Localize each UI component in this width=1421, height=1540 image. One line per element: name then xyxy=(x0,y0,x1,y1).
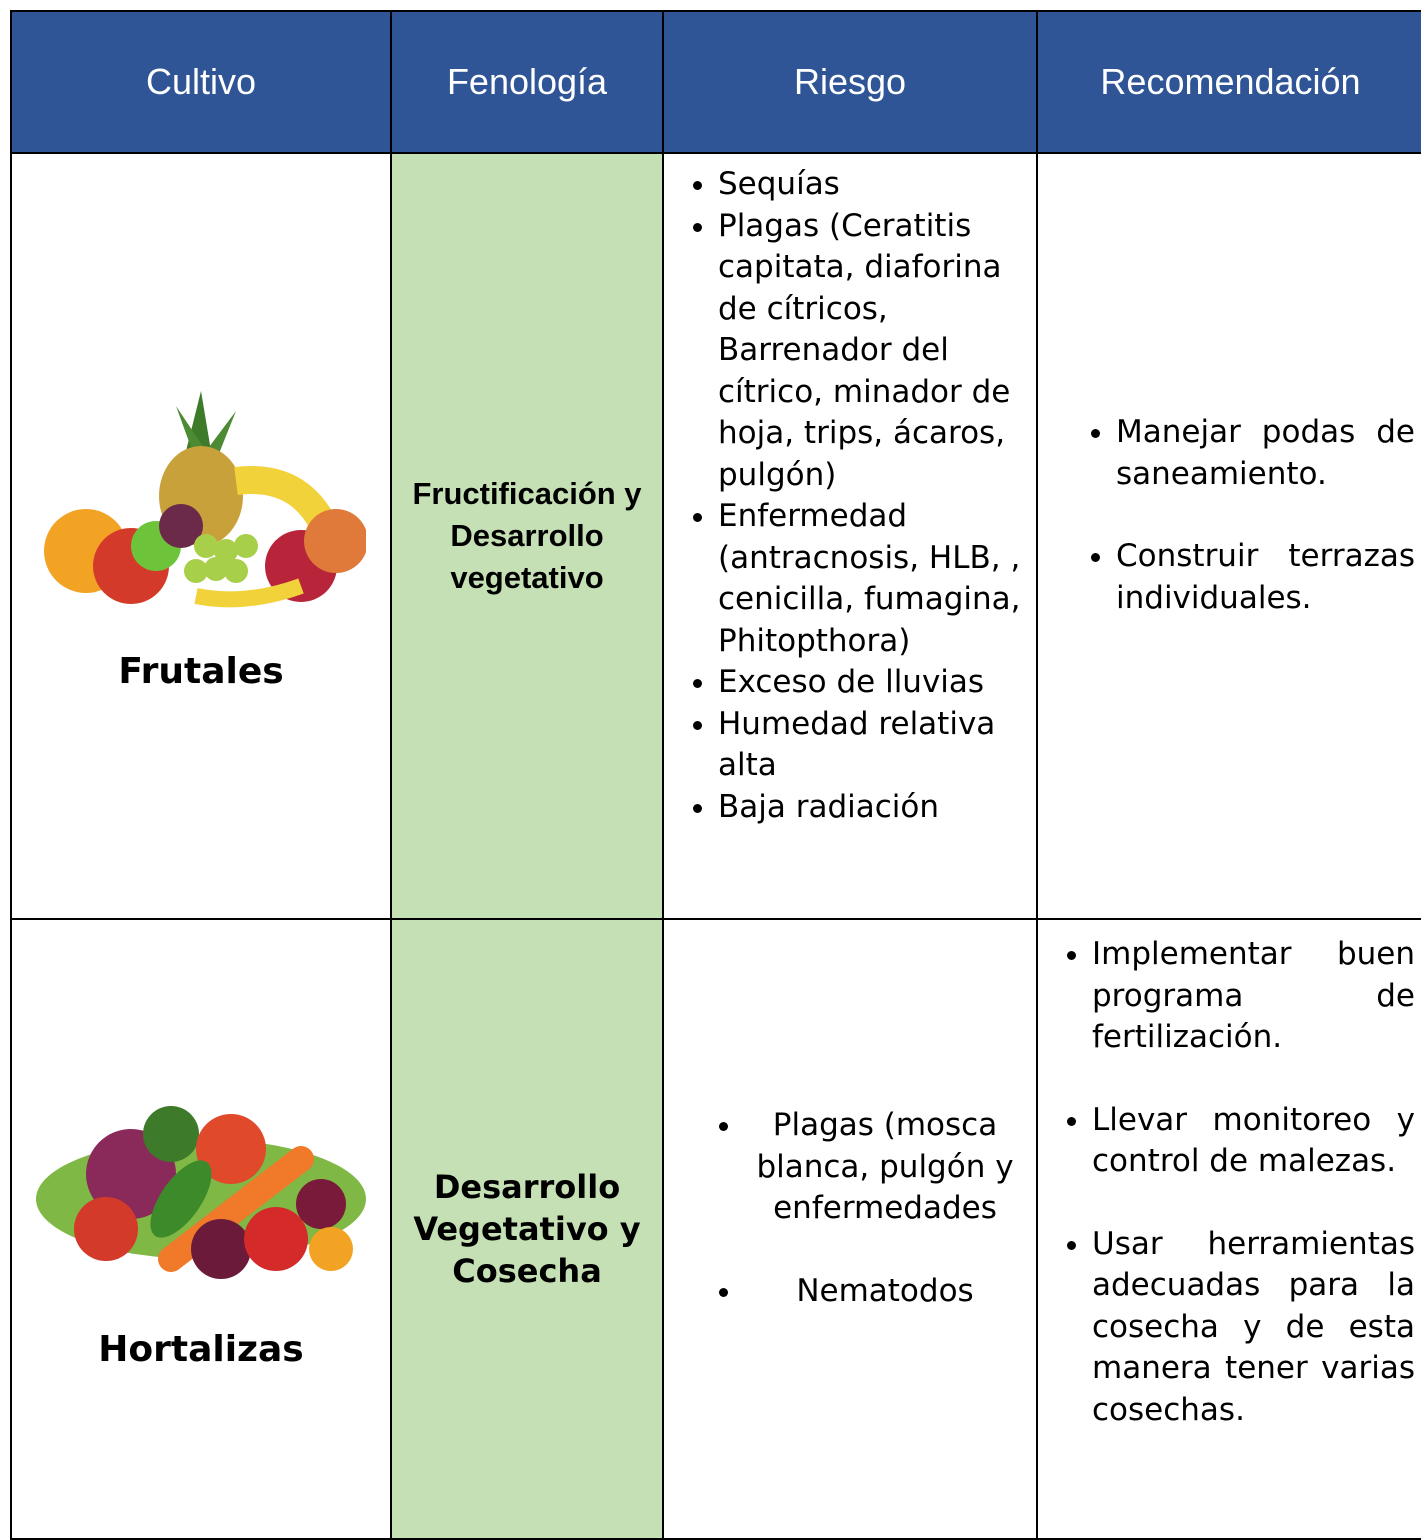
header-cell: Recomendación xyxy=(1036,10,1421,154)
crop-name: Hortalizas xyxy=(98,1328,304,1370)
cell: Hortalizas xyxy=(10,918,392,1540)
list: Manejar podas de saneamiento. Construir t… xyxy=(1038,412,1421,619)
fruit-image xyxy=(44,390,366,607)
cell: Implementar buen programa de fertilizaci… xyxy=(1036,918,1421,1540)
header-cell: Riesgo xyxy=(662,10,1038,154)
crop-name: Frutales xyxy=(118,650,284,692)
list-item: Sequías xyxy=(718,164,1026,206)
list-item: Nematodos xyxy=(744,1271,1026,1313)
list-item: Implementar buen programa de fertilizaci… xyxy=(1092,934,1415,1059)
list-item: Plagas (Ceratitis capitata, diaforina de… xyxy=(718,206,1026,497)
list-item: Llevar monitoreo y control de malezas. xyxy=(1092,1100,1415,1183)
list-item: Usar herramientas adecuadas para la cose… xyxy=(1092,1224,1415,1432)
cell: Manejar podas de saneamiento. Construir t… xyxy=(1036,152,1421,920)
cell: Fructificación y Desarrollo vegetativo xyxy=(390,152,664,920)
list: Implementar buen programa de fertilizaci… xyxy=(1038,934,1421,1431)
row: Frutales Fructificación y Desarrollo veg… xyxy=(10,152,1421,920)
cell: Frutales xyxy=(10,152,392,920)
cell: Desarrollo Vegetativo y Cosecha xyxy=(390,918,664,1540)
list-item: Manejar podas de saneamiento. xyxy=(1116,412,1415,495)
table: Cultivo Fenología Riesgo Recomendación F… xyxy=(10,10,1421,1540)
cell: SequíasPlagas (Ceratitis capitata, diafo… xyxy=(662,152,1038,920)
list-item: Baja radiación xyxy=(718,787,1026,829)
list: SequíasPlagas (Ceratitis capitata, diafo… xyxy=(664,164,1036,828)
header-cell: Cultivo xyxy=(10,10,392,154)
header-cell: Fenología xyxy=(390,10,664,154)
row: Hortalizas Desarrollo Vegetativo y Cosec… xyxy=(10,918,1421,1540)
cell: Plagas (mosca blanca, pulgón y enfermeda… xyxy=(662,918,1038,1540)
list-item: Exceso de lluvias xyxy=(718,662,1026,704)
list: Plagas (mosca blanca, pulgón y enfermeda… xyxy=(664,1105,1036,1312)
list-item: Enfermedad (antracnosis, HLB, , cenicill… xyxy=(718,496,1026,662)
vegetable-image xyxy=(36,1105,366,1279)
list-item: Plagas (mosca blanca, pulgón y enfermeda… xyxy=(744,1105,1026,1230)
list-item: Humedad relativa alta xyxy=(718,704,1026,787)
header-row: Cultivo Fenología Riesgo Recomendación xyxy=(10,10,1421,154)
list-item: Construir terrazas individuales. xyxy=(1116,536,1415,619)
